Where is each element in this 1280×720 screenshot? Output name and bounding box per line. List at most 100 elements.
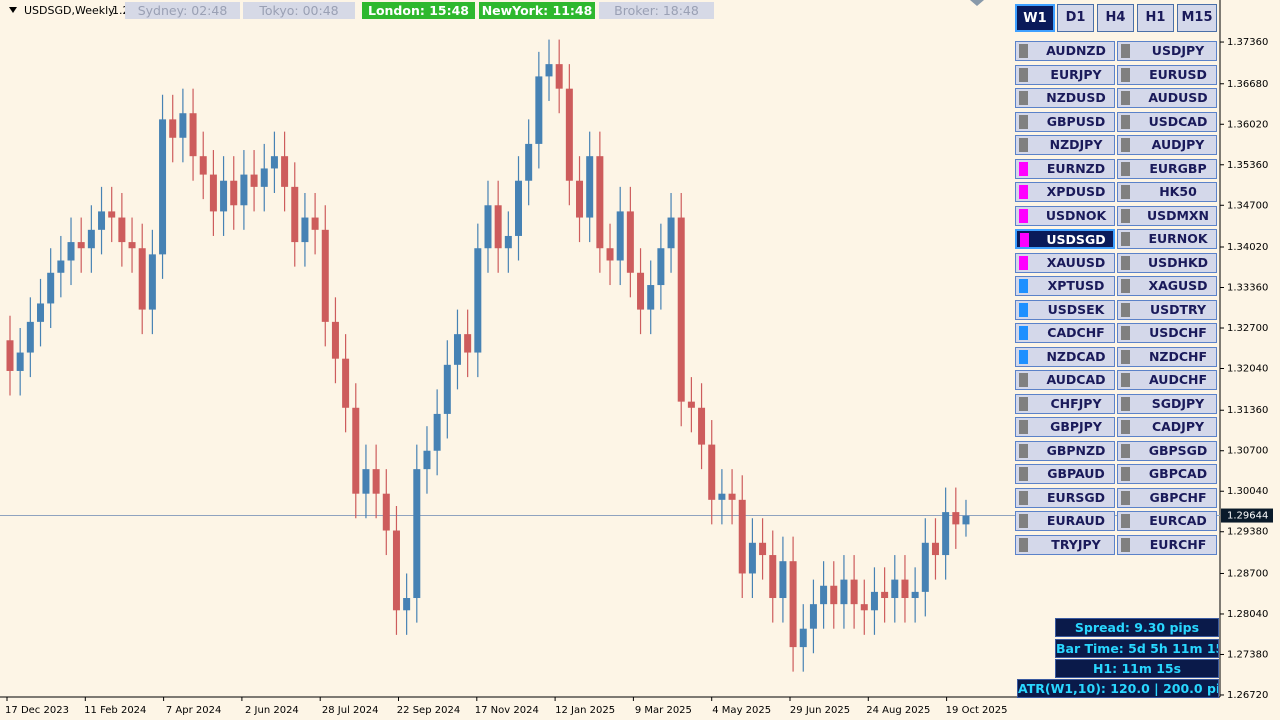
symbol-indicator (1121, 44, 1130, 58)
session-label: Sydney: 02:48 (125, 2, 240, 19)
symbol-button[interactable]: GBPJPY (1015, 417, 1115, 437)
atr-box: ATR(W1,10): 120.0 | 200.0 pips (1017, 679, 1219, 698)
symbol-button[interactable]: NZDUSD (1015, 88, 1115, 108)
x-tick-label: 7 Apr 2024 (166, 705, 221, 716)
candle-body (728, 493, 736, 500)
symbol-button[interactable]: CADCHF (1015, 323, 1115, 343)
timeframe-button[interactable]: H1 (1137, 4, 1174, 32)
symbol-button[interactable]: USDNOK (1015, 205, 1115, 226)
candle-body (708, 444, 716, 500)
symbol-indicator (1121, 91, 1130, 105)
symbol-button[interactable]: EURCAD (1117, 511, 1217, 531)
y-tick-label: 1.34700 (1227, 200, 1268, 211)
symbol-button[interactable]: CADJPY (1117, 417, 1217, 437)
symbol-button[interactable]: AUDNZD (1015, 41, 1115, 61)
symbol-button[interactable]: USDTRY (1117, 299, 1217, 320)
timeframe-button[interactable]: M15 (1177, 4, 1217, 32)
menu-arrow[interactable] (9, 7, 17, 13)
candle-body (260, 168, 268, 187)
timeframe-button[interactable]: D1 (1057, 4, 1094, 32)
candle-body (484, 205, 492, 249)
candle-body (108, 211, 116, 218)
symbol-indicator (1019, 44, 1028, 58)
candle-body (799, 628, 807, 648)
y-tick-label: 1.30040 (1227, 486, 1268, 497)
symbol-button[interactable]: GBPCHF (1117, 487, 1217, 508)
symbol-button[interactable]: NZDCAD (1015, 346, 1115, 367)
candle-body (403, 598, 411, 611)
symbol-button[interactable]: EURNOK (1117, 229, 1217, 249)
symbol-button[interactable]: USDSGD (1015, 229, 1115, 249)
symbol-indicator (1019, 138, 1028, 152)
symbol-indicator (1019, 443, 1028, 458)
symbol-button[interactable]: SGDJPY (1117, 393, 1217, 414)
candle-body (291, 186, 299, 243)
x-tick-label: 12 Jan 2025 (555, 705, 615, 716)
symbol-button[interactable]: EURCHF (1117, 534, 1217, 555)
symbol-button[interactable]: EURJPY (1015, 64, 1115, 85)
symbol-button[interactable]: USDSEK (1015, 299, 1115, 320)
symbol-button[interactable]: EURSGD (1015, 487, 1115, 508)
symbol-button[interactable]: EURNZD (1015, 158, 1115, 179)
symbol-button[interactable]: NZDCHF (1117, 346, 1217, 367)
symbol-button[interactable]: EURAUD (1015, 511, 1115, 531)
symbol-indicator (1121, 490, 1130, 505)
y-tick-label: 1.34020 (1227, 242, 1268, 253)
timeframe-button[interactable]: W1 (1015, 4, 1055, 32)
symbol-indicator (1121, 114, 1130, 129)
symbol-button[interactable]: GBPAUD (1015, 464, 1115, 484)
symbol-button[interactable]: USDCHF (1117, 323, 1217, 343)
symbol-button[interactable]: USDHKD (1117, 252, 1217, 273)
symbol-button[interactable]: TRYJPY (1015, 534, 1115, 555)
candle-body (128, 242, 136, 249)
candle-body (148, 254, 156, 310)
symbol-indicator (1121, 138, 1130, 152)
candle-body (464, 334, 472, 353)
symbol-button[interactable]: EURGBP (1117, 158, 1217, 179)
symbol-indicator (1019, 420, 1028, 434)
symbol-button[interactable]: AUDJPY (1117, 135, 1217, 155)
symbol-button[interactable]: XPDUSD (1015, 182, 1115, 202)
candle-body (504, 235, 512, 249)
candle-body (138, 248, 146, 310)
symbol-button[interactable]: GBPUSD (1015, 111, 1115, 132)
symbol-button[interactable]: XPTUSD (1015, 276, 1115, 296)
symbol-button[interactable]: XAGUSD (1117, 276, 1217, 296)
symbol-button[interactable]: GBPNZD (1015, 440, 1115, 461)
candle-body (921, 542, 929, 592)
symbol-indicator (1019, 114, 1028, 129)
symbol-button[interactable]: HK50 (1117, 182, 1217, 202)
candle-body (230, 180, 238, 206)
symbol-button[interactable]: EURUSD (1117, 64, 1217, 85)
y-tick-label: 1.32700 (1227, 323, 1268, 334)
timeframe-button[interactable]: H4 (1097, 4, 1134, 32)
session-label: NewYork: 11:48 (479, 2, 595, 19)
candle-body (57, 260, 65, 273)
x-tick-label: 22 Sep 2024 (397, 705, 460, 716)
candle-body (220, 180, 228, 212)
y-tick-label: 1.28040 (1227, 609, 1268, 620)
symbol-button[interactable]: NZDJPY (1015, 135, 1115, 155)
symbol-button[interactable]: AUDUSD (1117, 88, 1217, 108)
candle-body (209, 174, 217, 212)
symbol-button[interactable]: GBPCAD (1117, 464, 1217, 484)
symbol-indicator (1019, 208, 1028, 223)
candle-body (525, 143, 533, 181)
candle-body (433, 413, 441, 451)
symbol-button[interactable]: AUDCHF (1117, 370, 1217, 390)
symbol-indicator (1121, 208, 1130, 223)
symbol-button[interactable]: GBPSGD (1117, 440, 1217, 461)
candle-body (667, 217, 675, 249)
symbol-button[interactable]: USDJPY (1117, 41, 1217, 61)
symbol-indicator (1121, 396, 1130, 411)
symbol-button[interactable]: CHFJPY (1015, 393, 1115, 414)
candle-body (342, 358, 350, 408)
symbol-indicator (1121, 67, 1130, 82)
spread-box: Spread: 9.30 pips (1055, 618, 1219, 637)
symbol-button[interactable]: USDCAD (1117, 111, 1217, 132)
candle-body (870, 591, 878, 611)
symbol-button[interactable]: AUDCAD (1015, 370, 1115, 390)
symbol-button[interactable]: XAUUSD (1015, 252, 1115, 273)
symbol-indicator (1121, 326, 1130, 340)
symbol-button[interactable]: USDMXN (1117, 205, 1217, 226)
